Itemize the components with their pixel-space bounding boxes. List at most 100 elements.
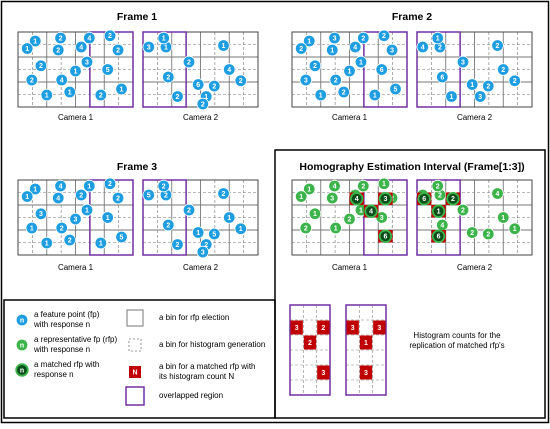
- feature-point-label: 3: [39, 211, 43, 218]
- feature-point-label: 2: [204, 242, 208, 249]
- feature-point: [337, 85, 350, 99]
- rfp-label: 2: [470, 230, 474, 237]
- legend-text: response n: [34, 370, 74, 379]
- histogram-bin: [290, 320, 303, 335]
- feature-point-label: 2: [187, 59, 191, 66]
- feature-point-label: 4: [87, 35, 91, 42]
- feature-point-label: 1: [68, 89, 72, 96]
- homography-panel: [274, 149, 546, 419]
- feature-point: [52, 191, 65, 205]
- rfp-label: 2: [461, 207, 465, 214]
- feature-point: [162, 218, 175, 232]
- feature-point-label: 2: [116, 195, 120, 202]
- legend-text: a representative fp (rfp): [34, 335, 117, 344]
- feature-point: [431, 31, 444, 45]
- legend-overlap: [125, 386, 145, 406]
- feature-point-label: 3: [333, 35, 337, 42]
- feature-point: [191, 78, 205, 91]
- rfp-label: 1: [359, 207, 363, 214]
- feature-point: [52, 43, 65, 57]
- legend-text: a bin for histogram generation: [159, 340, 265, 349]
- rfp-label: 1: [513, 226, 517, 233]
- feature-point: [21, 42, 34, 55]
- feature-point-label: 2: [162, 183, 166, 190]
- feature-point-label: 2: [313, 63, 317, 70]
- feature-point: [223, 63, 236, 76]
- feature-point-label: 1: [196, 230, 200, 237]
- rfp: [456, 203, 470, 217]
- legend-fp-label: n: [20, 317, 24, 324]
- rfp-label: 1: [334, 225, 338, 232]
- camera-label: Camera 1: [332, 113, 368, 122]
- feature-point: [308, 59, 322, 72]
- histogram-bin: [373, 320, 386, 335]
- feature-point-label: 2: [164, 192, 168, 199]
- rfp-label: 2: [304, 225, 308, 232]
- matched-rfp: [349, 192, 364, 206]
- histogram-frame: [289, 304, 331, 396]
- legend-text: with response n: [33, 320, 90, 329]
- feature-point: [375, 63, 388, 76]
- legend-rfp-label: n: [20, 342, 24, 349]
- feature-point: [54, 31, 67, 45]
- feature-point: [491, 39, 504, 52]
- legend-matched-label: n: [20, 367, 24, 374]
- feature-point-label: 1: [348, 68, 352, 75]
- feature-point: [80, 55, 94, 69]
- rfp-label: 2: [438, 192, 442, 199]
- feature-point: [474, 90, 487, 103]
- matched-rfp-label: 2: [451, 196, 455, 203]
- feature-point-label: 2: [239, 78, 243, 85]
- feature-point-label: 1: [74, 68, 78, 75]
- feature-point: [80, 203, 94, 217]
- rfp-label: 3: [330, 195, 334, 202]
- feature-point: [94, 88, 108, 102]
- rfp: [431, 179, 444, 193]
- camera-label: Camera 1: [332, 263, 368, 272]
- rfp: [466, 226, 479, 239]
- camera-label: Camera 1: [58, 263, 94, 272]
- feature-point-label: 1: [25, 194, 29, 201]
- feature-point: [171, 238, 184, 251]
- feature-point-label: 2: [222, 191, 226, 198]
- feature-point: [103, 177, 117, 190]
- legend-text: overlapped region: [159, 391, 223, 400]
- histogram-bin: [303, 335, 317, 350]
- feature-point: [208, 79, 221, 93]
- histogram-count: 2: [321, 325, 325, 332]
- feature-point-label: 5: [106, 67, 110, 74]
- rfp: [308, 207, 322, 220]
- feature-point-label: 2: [116, 47, 120, 54]
- feature-point-label: 3: [304, 77, 308, 84]
- feature-point-label: 3: [390, 47, 394, 54]
- feature-point: [196, 245, 210, 259]
- feature-point: [69, 64, 82, 78]
- feature-point-label: 1: [87, 183, 91, 190]
- camera-label: Camera 2: [457, 113, 493, 122]
- feature-point: [25, 221, 39, 235]
- histogram-count: 3: [295, 325, 299, 332]
- feature-point-label: 3: [147, 44, 151, 51]
- legend-symbol: N: [132, 369, 137, 376]
- feature-point-label: 2: [176, 94, 180, 101]
- matched-rfp-label: 6: [383, 234, 387, 241]
- feature-point: [299, 73, 313, 87]
- rfp: [329, 221, 342, 235]
- feature-point: [196, 97, 210, 111]
- feature-point: [34, 59, 48, 72]
- feature-point-label: 1: [204, 94, 208, 101]
- feature-point: [142, 188, 155, 202]
- rfp: [491, 187, 504, 200]
- histogram-frame: [345, 304, 387, 396]
- feature-point-label: 1: [307, 38, 311, 45]
- feature-point-label: 3: [461, 59, 465, 66]
- legend-fp: [15, 313, 29, 327]
- feature-point-label: 2: [486, 83, 490, 90]
- rfp: [299, 221, 313, 235]
- feature-point: [326, 43, 339, 57]
- feature-point-label: 1: [99, 240, 103, 247]
- feature-point: [94, 236, 108, 250]
- camera-label: Camera 1: [58, 113, 94, 122]
- feature-point-label: 1: [162, 35, 166, 42]
